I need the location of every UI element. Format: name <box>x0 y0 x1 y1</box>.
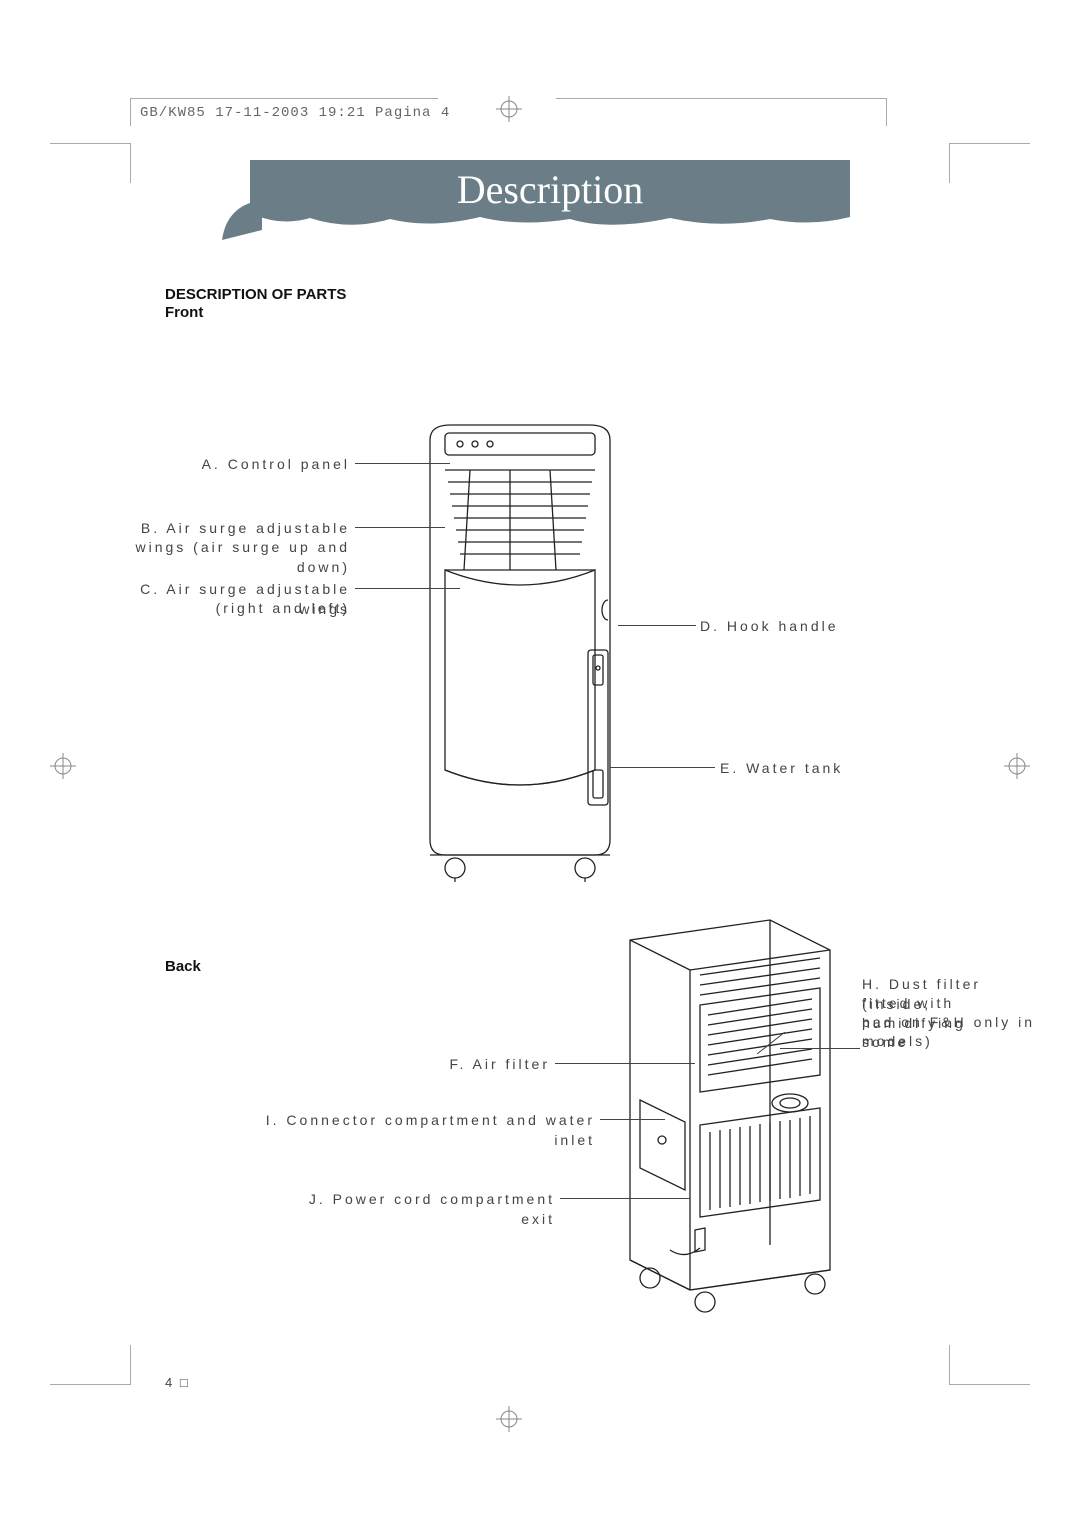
page-title: Description <box>250 160 850 220</box>
leader-h <box>780 1048 860 1049</box>
label-e: E. Water tank <box>720 759 843 779</box>
leader-d <box>618 625 696 626</box>
registration-mark-bottom <box>496 1406 522 1432</box>
page-number: 4 □ <box>165 1375 190 1390</box>
label-d: D. Hook handle <box>700 617 839 637</box>
crop-vbl <box>130 1345 131 1385</box>
label-h4: models) <box>862 1032 1042 1052</box>
label-i: I. Connector compartment and water inlet <box>220 1111 595 1150</box>
crop-bottom-left <box>50 1384 130 1385</box>
section-heading-front: Front <box>165 304 203 321</box>
leader-c <box>355 588 460 589</box>
section-heading-parts: DESCRIPTION OF PARTS <box>165 286 346 303</box>
leader-b <box>355 527 445 528</box>
label-a: A. Control panel <box>150 455 350 475</box>
leader-a <box>355 463 450 464</box>
label-b2: wings (air surge up and down) <box>110 538 350 577</box>
leader-i <box>600 1119 665 1120</box>
leader-h-diag <box>757 1032 785 1054</box>
header-rule-vr <box>886 98 887 126</box>
print-header: GB/KW85 17-11-2003 19:21 Pagina 4 <box>140 105 450 121</box>
leader-e <box>610 767 715 768</box>
label-j: J. Power cord compartment exit <box>280 1190 555 1229</box>
page-root: GB/KW85 17-11-2003 19:21 Pagina 4 Descri… <box>0 0 1080 1528</box>
header-rule-right <box>556 98 886 99</box>
registration-mark-right <box>1004 753 1030 779</box>
label-c2: (right and left) <box>150 599 350 619</box>
section-heading-back: Back <box>165 958 201 975</box>
label-f: F. Air filter <box>320 1055 550 1075</box>
header-rule-vl <box>130 98 131 126</box>
crop-bottom-right <box>950 1384 1030 1385</box>
front-diagram <box>370 400 670 890</box>
crop-vtl <box>130 143 131 183</box>
leader-j <box>560 1198 690 1199</box>
leader-f <box>555 1063 695 1064</box>
label-b1: B. Air surge adjustable <box>110 519 350 539</box>
title-banner: Description <box>250 160 850 230</box>
back-diagram <box>570 900 860 1320</box>
crop-vtr <box>949 143 950 183</box>
torn-edge-icon <box>250 213 850 231</box>
crop-top-right <box>950 143 1030 144</box>
crop-vbr <box>949 1345 950 1385</box>
registration-mark-top <box>496 96 522 122</box>
banner-swoop-icon <box>222 200 262 240</box>
registration-mark-left <box>50 753 76 779</box>
header-rule-left <box>130 98 438 99</box>
crop-top-left <box>50 143 130 144</box>
